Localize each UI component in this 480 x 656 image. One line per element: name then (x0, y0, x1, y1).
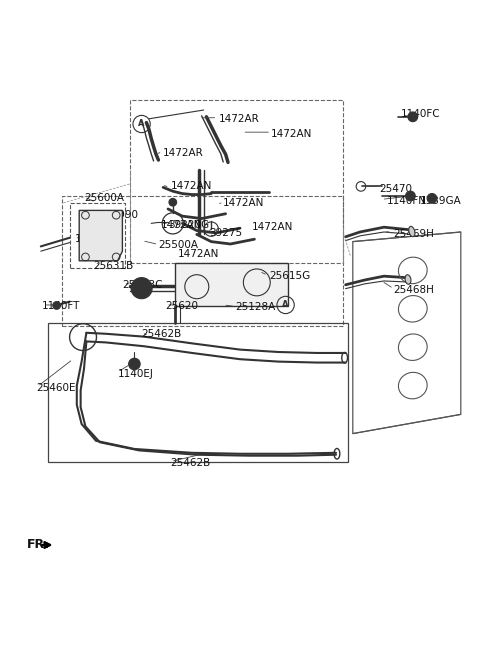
Text: 1140FT: 1140FT (42, 301, 81, 312)
Polygon shape (79, 211, 122, 261)
Text: A: A (282, 300, 289, 310)
Text: 25633C: 25633C (122, 280, 163, 290)
Text: 1140EP: 1140EP (74, 234, 114, 244)
Circle shape (169, 198, 177, 206)
Text: 1472AR: 1472AR (218, 114, 259, 124)
Polygon shape (175, 263, 288, 306)
Text: 91990: 91990 (106, 210, 139, 220)
Text: 25470: 25470 (379, 184, 412, 194)
Text: FR.: FR. (26, 539, 49, 552)
Text: 25462B: 25462B (170, 459, 211, 468)
Text: 1140EJ: 1140EJ (118, 369, 154, 379)
Text: 25600A: 25600A (84, 194, 124, 203)
Ellipse shape (409, 226, 415, 237)
Text: 1472AN: 1472AN (223, 198, 264, 208)
Circle shape (53, 302, 60, 309)
Text: 1140FN: 1140FN (386, 195, 426, 206)
Text: 25620: 25620 (166, 301, 199, 312)
Text: 1472AN: 1472AN (170, 182, 212, 192)
Text: 25468H: 25468H (394, 285, 434, 295)
Text: A: A (138, 119, 145, 129)
Text: 25631B: 25631B (94, 260, 134, 270)
Text: 1472AR: 1472AR (163, 148, 204, 158)
Text: 25500A: 25500A (158, 241, 198, 251)
Circle shape (131, 277, 152, 298)
Text: 39220G: 39220G (168, 220, 209, 230)
Text: 1472AN: 1472AN (178, 249, 219, 258)
Text: 1339GA: 1339GA (420, 195, 462, 206)
Text: 25128A: 25128A (235, 302, 276, 312)
Text: 1472AN: 1472AN (161, 220, 202, 230)
Text: 1472AN: 1472AN (252, 222, 293, 232)
Text: 25469H: 25469H (394, 230, 434, 239)
Text: 1140FC: 1140FC (401, 110, 441, 119)
Circle shape (427, 194, 437, 203)
Circle shape (406, 191, 415, 201)
Ellipse shape (405, 275, 411, 284)
Text: 25460E: 25460E (36, 383, 75, 393)
Text: 1472AN: 1472AN (271, 129, 312, 138)
Circle shape (408, 112, 418, 121)
Text: 25462B: 25462B (142, 329, 182, 338)
Circle shape (129, 358, 140, 370)
Text: 25615G: 25615G (269, 271, 310, 281)
Text: 39275: 39275 (209, 228, 242, 238)
